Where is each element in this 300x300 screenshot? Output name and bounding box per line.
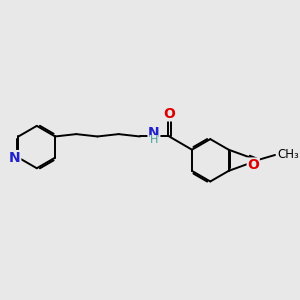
Text: CH₃: CH₃ [278,148,299,161]
Text: N: N [9,151,21,165]
Text: O: O [247,158,259,172]
Text: O: O [163,107,175,121]
Text: H: H [150,135,158,145]
Text: N: N [148,126,160,140]
